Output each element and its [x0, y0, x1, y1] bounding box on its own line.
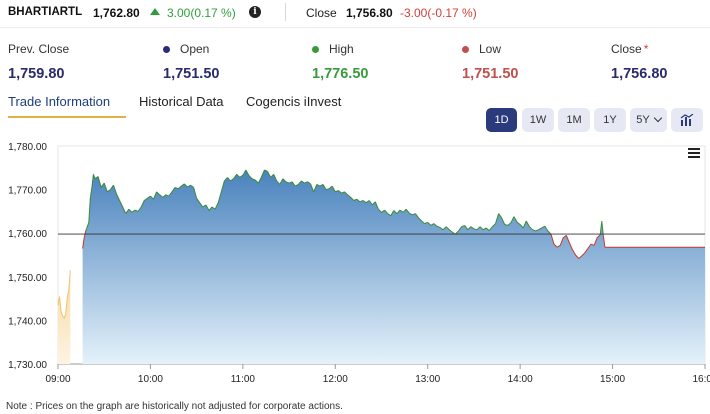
x-tick-label: 16:00: [692, 374, 710, 385]
stock-symbol: BHARTIARTL: [8, 6, 83, 18]
stat-label: Close: [611, 42, 642, 56]
range-5y-label: 5Y: [636, 114, 650, 126]
chart-type-toggle[interactable]: [671, 108, 703, 132]
pre-open-line: [57, 270, 71, 320]
stat-value: 1,776.50: [312, 66, 369, 82]
low-dot-icon: [462, 45, 469, 53]
y-tick-label: 1,780.00: [8, 142, 47, 153]
open-dot-icon: [163, 45, 170, 53]
stat-prev-close: Prev. Close 1,759.80: [8, 42, 69, 82]
active-tab-underline: [8, 116, 126, 118]
stat-label: Prev. Close: [8, 42, 70, 56]
divider: [285, 3, 286, 21]
range-1y-button[interactable]: 1Y: [594, 108, 626, 132]
tab-cogencis-iinvest[interactable]: Cogencis iInvest: [246, 94, 342, 109]
stat-high: High 1,776.50: [312, 42, 368, 82]
ticker-bar: BHARTIARTL 1,762.80 3.00(0.17 %) i Close…: [0, 0, 710, 28]
x-tick-label: 14:00: [508, 374, 533, 385]
range-5y-dropdown[interactable]: 5Y: [630, 108, 667, 132]
stat-label: Open: [180, 42, 210, 56]
x-tick-label: 10:00: [138, 374, 163, 385]
pre-open-area: [58, 270, 71, 364]
x-tick-label: 12:00: [323, 374, 348, 385]
x-tick-label: 09:00: [45, 374, 70, 385]
stat-open: Open 1,751.50: [163, 42, 219, 82]
x-tick-label: 13:00: [415, 374, 440, 385]
y-tick-label: 1,740.00: [8, 316, 47, 327]
stat-value: 1,751.50: [163, 66, 220, 82]
x-tick-label: 11:00: [231, 374, 256, 385]
tab-historical-data[interactable]: Historical Data: [139, 94, 224, 109]
price-area: [82, 170, 706, 364]
chevron-down-icon: [653, 113, 662, 123]
range-1d-button[interactable]: 1D: [486, 108, 517, 132]
tab-trade-information[interactable]: Trade Information: [8, 94, 111, 109]
close-label: Close: [306, 6, 337, 20]
y-tick-label: 1,770.00: [8, 186, 47, 197]
hamburger-icon[interactable]: [688, 148, 700, 158]
close-asterisk: *: [643, 42, 649, 56]
up-arrow-icon: [150, 8, 160, 15]
last-traded-price: 1,762.80: [93, 6, 140, 20]
range-1w-button[interactable]: 1W: [522, 108, 554, 132]
price-line-up: [85, 169, 604, 236]
stat-value: 1,751.50: [462, 66, 519, 82]
close-value: 1,756.80: [346, 6, 393, 20]
info-icon[interactable]: i: [249, 6, 261, 18]
stat-close: Close * 1,756.80: [611, 42, 667, 82]
close-change: -3.00(-0.17 %): [400, 6, 477, 20]
x-tick-label: 15:00: [600, 374, 625, 385]
price-line-down: [82, 230, 705, 259]
stat-value: 1,759.80: [8, 66, 65, 82]
stat-value: 1,756.80: [611, 66, 668, 82]
y-tick-label: 1,760.00: [8, 229, 47, 240]
high-dot-icon: [312, 45, 319, 53]
stat-low: Low 1,751.50: [462, 42, 518, 82]
y-tick-label: 1,750.00: [8, 273, 47, 284]
intraday-price-chart[interactable]: 1,780.00 1,770.00 1,760.00 1,750.00 1,740.00…: [0, 130, 710, 392]
range-1m-button[interactable]: 1M: [558, 108, 590, 132]
divider: [0, 27, 710, 28]
bar-chart-icon: [680, 113, 694, 126]
stat-label: Low: [479, 42, 502, 56]
chart-note: Note : Prices on the graph are historica…: [6, 401, 343, 412]
y-tick-label: 1,730.00: [8, 360, 47, 371]
stat-label: High: [329, 42, 354, 56]
price-change: 3.00(0.17 %): [167, 6, 236, 20]
